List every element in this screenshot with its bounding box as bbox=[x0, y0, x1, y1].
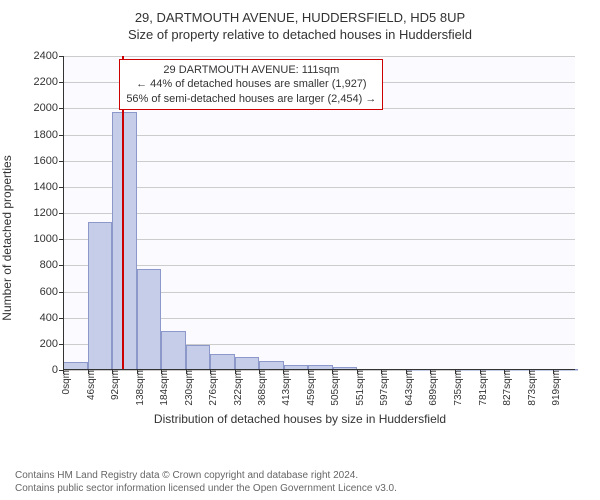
y-tick-label: 400 bbox=[40, 312, 63, 324]
histogram-bar-outline bbox=[112, 112, 137, 370]
y-tick-label: 800 bbox=[40, 259, 63, 271]
histogram-bar-outline bbox=[137, 269, 162, 370]
x-tick-label: 322sqm bbox=[231, 370, 244, 406]
x-tick-label: 735sqm bbox=[451, 370, 464, 406]
x-tick-label: 184sqm bbox=[157, 370, 170, 406]
x-tick-label: 781sqm bbox=[476, 370, 489, 406]
x-tick-label: 505sqm bbox=[328, 370, 341, 406]
x-tick-label: 459sqm bbox=[304, 370, 317, 406]
x-tick-label: 919sqm bbox=[549, 370, 562, 406]
x-tick-label: 0sqm bbox=[59, 370, 72, 394]
x-tick-label: 551sqm bbox=[353, 370, 366, 406]
x-axis-label: Distribution of detached houses by size … bbox=[154, 412, 446, 426]
y-tick-label: 1000 bbox=[34, 233, 63, 245]
x-tick-label: 276sqm bbox=[206, 370, 219, 406]
annotation-line-3: 56% of semi-detached houses are larger (… bbox=[126, 92, 376, 106]
y-tick-label: 1800 bbox=[34, 129, 63, 141]
annotation-line-1: 29 DARTMOUTH AVENUE: 111sqm bbox=[126, 63, 376, 77]
x-tick-label: 46sqm bbox=[84, 370, 97, 400]
x-tick-label: 827sqm bbox=[500, 370, 513, 406]
x-tick-label: 643sqm bbox=[402, 370, 415, 406]
title-line-1: 29, DARTMOUTH AVENUE, HUDDERSFIELD, HD5 … bbox=[15, 10, 585, 25]
x-tick-label: 873sqm bbox=[525, 370, 538, 406]
x-tick-label: 413sqm bbox=[279, 370, 292, 406]
x-tick-label: 597sqm bbox=[377, 370, 390, 406]
y-tick-label: 1200 bbox=[34, 207, 63, 219]
y-tick-label: 1600 bbox=[34, 155, 63, 167]
y-tick-label: 600 bbox=[40, 286, 63, 298]
y-tick-label: 200 bbox=[40, 338, 63, 350]
x-tick-label: 230sqm bbox=[182, 370, 195, 406]
y-tick-label: 2000 bbox=[34, 102, 63, 114]
plot-inner: 29 DARTMOUTH AVENUE: 111sqm ← 44% of det… bbox=[63, 56, 575, 370]
histogram-bar-outline bbox=[210, 354, 235, 370]
footer-line-1: Contains HM Land Registry data © Crown c… bbox=[15, 470, 585, 483]
y-axis-line bbox=[63, 56, 64, 370]
x-tick-label: 92sqm bbox=[108, 370, 121, 400]
x-tick-label: 368sqm bbox=[255, 370, 268, 406]
chart-area: Number of detached properties 29 DARTMOU… bbox=[15, 48, 585, 428]
annotation-box: 29 DARTMOUTH AVENUE: 111sqm ← 44% of det… bbox=[119, 59, 383, 110]
y-tick-label: 1400 bbox=[34, 181, 63, 193]
y-tick-label: 2400 bbox=[34, 50, 63, 62]
title-line-2: Size of property relative to detached ho… bbox=[15, 27, 585, 42]
chart-container: 29, DARTMOUTH AVENUE, HUDDERSFIELD, HD5 … bbox=[0, 0, 600, 500]
y-axis-label: Number of detached properties bbox=[0, 155, 14, 320]
histogram-bar-outline bbox=[186, 345, 211, 371]
y-tick-label: 2200 bbox=[34, 76, 63, 88]
plot-area: 29 DARTMOUTH AVENUE: 111sqm ← 44% of det… bbox=[63, 56, 575, 370]
footer-attribution: Contains HM Land Registry data © Crown c… bbox=[15, 470, 585, 495]
footer-line-2: Contains public sector information licen… bbox=[15, 483, 585, 496]
x-tick-label: 689sqm bbox=[426, 370, 439, 406]
annotation-line-2: ← 44% of detached houses are smaller (1,… bbox=[126, 77, 376, 91]
x-tick-label: 138sqm bbox=[133, 370, 146, 406]
histogram-bar-outline bbox=[161, 331, 186, 370]
histogram-bar-outline bbox=[88, 222, 113, 370]
